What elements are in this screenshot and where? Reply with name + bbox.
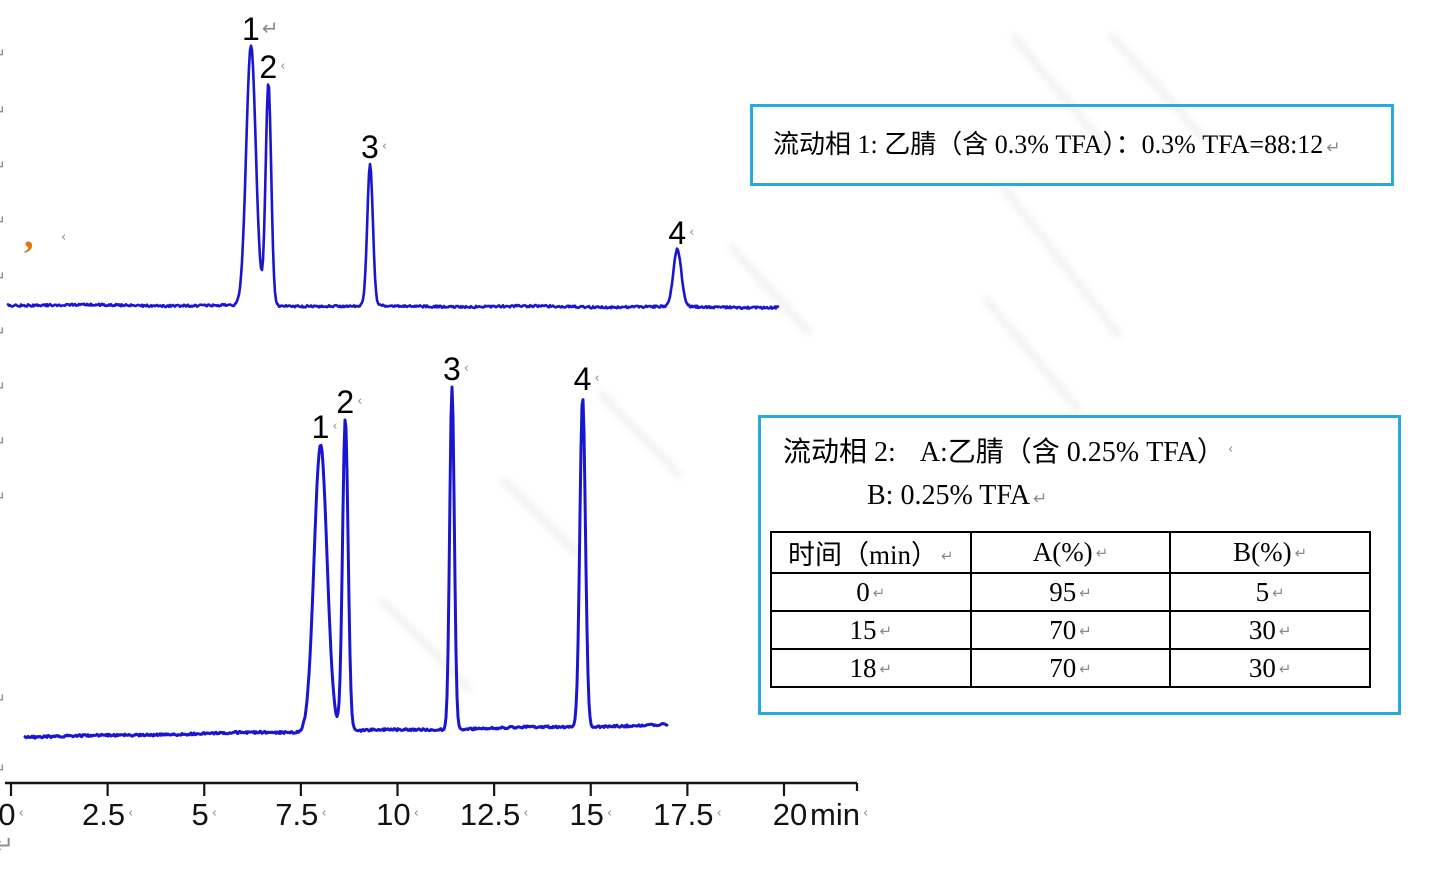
trace-chromatogram-mobile-phase-2 bbox=[23, 385, 669, 740]
gradient-table-row: 0 ↵ 95 ↵ 5 ↵ bbox=[770, 572, 1371, 612]
gradient-table-header-row: 时间（min） ↵ A(%) ↵ B(%) ↵ bbox=[770, 531, 1371, 574]
mobile-phase-2-solvent-b[interactable]: B: 0.25% TFA bbox=[867, 480, 1031, 511]
header-cell-b[interactable]: B(%) ↵ bbox=[1169, 531, 1371, 574]
cell-a-1[interactable]: 70 ↵ bbox=[969, 610, 1172, 650]
cell-time-0[interactable]: 0 ↵ bbox=[770, 572, 972, 612]
paragraph-mark: ↵ bbox=[0, 22, 1, 42]
mobile-phase-1-textbox[interactable]: 流动相 1: 乙腈（含 0.3% TFA）：0.3% TFA=88:12 ↵ bbox=[750, 104, 1394, 186]
gradient-table: 时间（min） ↵ A(%) ↵ B(%) ↵ 0 ↵ 95 ↵ 5 ↵ 15 ↵ 70 ↵ 3… bbox=[770, 531, 1371, 688]
mobile-phase-1-text[interactable]: 流动相 1: 乙腈（含 0.3% TFA）：0.3% TFA=88:12 bbox=[773, 130, 1324, 159]
paragraph-mark: ↵ bbox=[1326, 138, 1341, 158]
cell-b-1[interactable]: 30 ↵ bbox=[1169, 610, 1371, 650]
cell-a-2[interactable]: 70 ↵ bbox=[969, 648, 1172, 688]
paragraph-mark: ↵ bbox=[1033, 489, 1048, 509]
paragraph-mark: ↵ bbox=[0, 212, 6, 232]
paragraph-mark: ↵ bbox=[0, 323, 6, 343]
mobile-phase-2-line-b: B: 0.25% TFA ↵ bbox=[867, 480, 1047, 512]
paragraph-mark: ↵ bbox=[0, 433, 6, 453]
cell-time-2[interactable]: 18 ↵ bbox=[770, 648, 972, 688]
line-break-mark: ‹ bbox=[61, 230, 67, 245]
mobile-phase-2-textbox[interactable]: 流动相 2: A:乙腈（含 0.25% TFA） ‹ B: 0.25% TFA ↵ 时… bbox=[758, 415, 1401, 715]
x-axis bbox=[5, 781, 859, 796]
cell-a-0[interactable]: 95 ↵ bbox=[969, 572, 1172, 612]
paragraph-mark: ↵ bbox=[0, 831, 15, 859]
mobile-phase-2-label[interactable]: 流动相 2: bbox=[783, 437, 896, 468]
gradient-table-row: 15 ↵ 70 ↵ 30 ↵ bbox=[770, 610, 1371, 650]
cell-time-1[interactable]: 15 ↵ bbox=[770, 610, 972, 650]
paragraph-mark: ↵ bbox=[0, 488, 6, 508]
paragraph-mark: ↵ bbox=[0, 45, 6, 65]
line-break-mark: ‹ bbox=[1227, 442, 1234, 457]
mobile-phase-2-line-a: 流动相 2: A:乙腈（含 0.25% TFA） ‹ bbox=[783, 430, 1233, 470]
paragraph-mark: ↵ bbox=[0, 690, 6, 710]
paragraph-mark: ↵ bbox=[0, 102, 6, 122]
cell-b-0[interactable]: 5 ↵ bbox=[1169, 572, 1371, 612]
gradient-table-row: 18 ↵ 70 ↵ 30 ↵ bbox=[770, 648, 1371, 688]
stray-comma-text: , bbox=[24, 214, 34, 256]
paragraph-mark: ↵ bbox=[0, 157, 6, 177]
header-cell-a[interactable]: A(%) ↵ bbox=[969, 531, 1172, 574]
cell-b-2[interactable]: 30 ↵ bbox=[1169, 648, 1371, 688]
mobile-phase-1-line: 流动相 1: 乙腈（含 0.3% TFA）：0.3% TFA=88:12 ↵ bbox=[773, 107, 1341, 183]
paragraph-mark: ↵ bbox=[0, 378, 6, 398]
paragraph-mark: ↵ bbox=[0, 760, 6, 780]
header-cell-time[interactable]: 时间（min） ↵ bbox=[770, 531, 972, 574]
mobile-phase-2-solvent-a[interactable]: A:乙腈（含 0.25% TFA） bbox=[919, 437, 1225, 468]
trace-chromatogram-mobile-phase-1 bbox=[6, 44, 780, 310]
paragraph-mark: ↵ bbox=[0, 268, 6, 288]
